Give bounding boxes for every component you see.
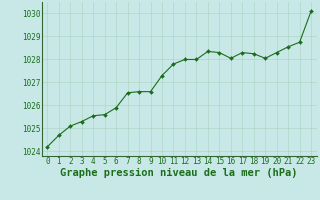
X-axis label: Graphe pression niveau de la mer (hPa): Graphe pression niveau de la mer (hPa) <box>60 168 298 178</box>
